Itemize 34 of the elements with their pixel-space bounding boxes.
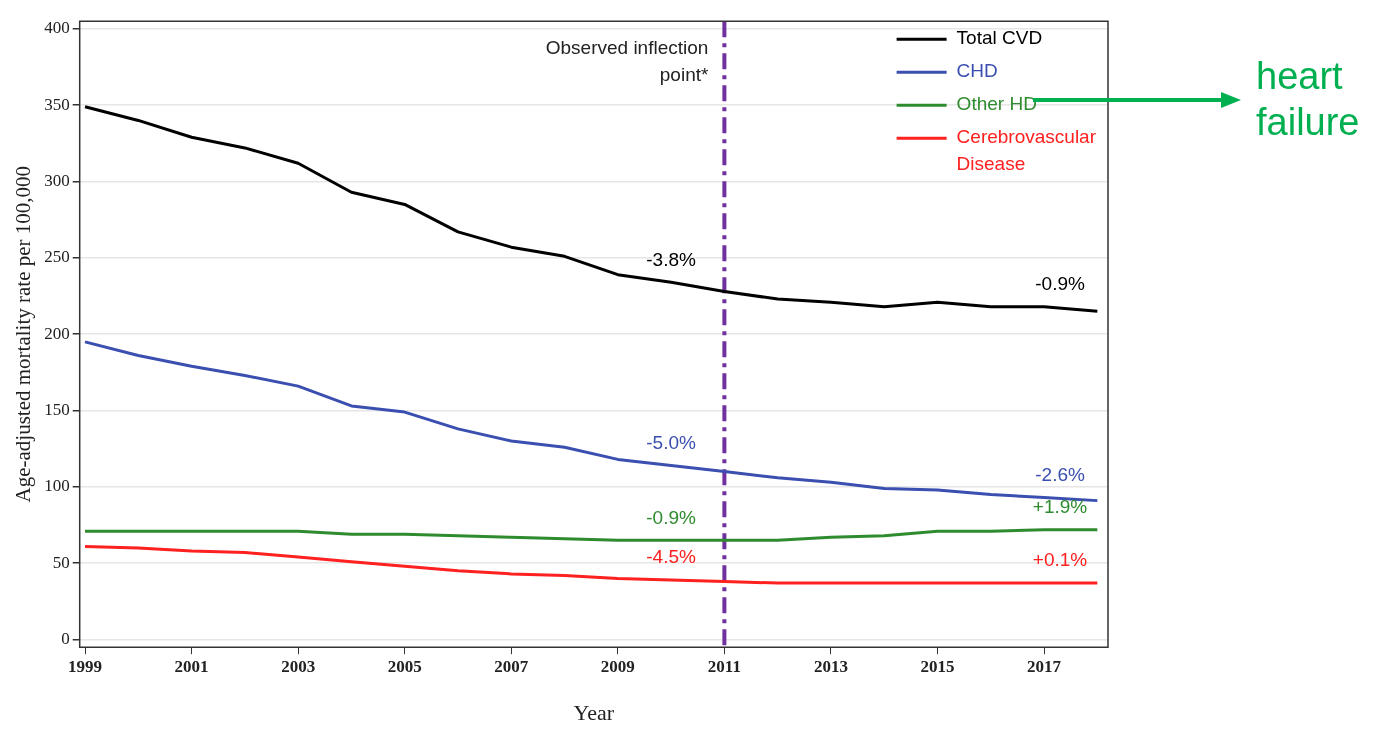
text: heart failure — [1256, 54, 1361, 145]
annotation: -0.9% — [646, 506, 697, 528]
annotation: -4.5% — [646, 546, 697, 568]
y-tick-label: 300 — [44, 170, 70, 190]
legend-label: Total CVD — [956, 27, 1043, 49]
x-tick-label: 2015 — [920, 656, 955, 676]
x-tick-label: 2005 — [387, 656, 422, 676]
annotation: -5.0% — [646, 431, 697, 453]
x-tick-label: 2017 — [1027, 656, 1062, 676]
x-tick-label: 2003 — [281, 656, 316, 676]
x-tick-label: 2009 — [600, 656, 635, 676]
x-tick-label: 2013 — [813, 656, 848, 676]
y-tick-label: 250 — [44, 247, 70, 267]
annotation: -2.6% — [1035, 463, 1085, 485]
annotation: +1.9% — [1032, 495, 1088, 517]
x-tick-label: 2001 — [174, 656, 209, 676]
x-tick-label: 2011 — [707, 656, 741, 676]
y-tick-label: 150 — [44, 400, 70, 420]
x-tick-label: 2007 — [494, 656, 529, 676]
y-tick-label: 350 — [44, 94, 70, 114]
y-tick-label: 200 — [44, 323, 70, 343]
y-tick-label: 50 — [52, 552, 70, 572]
annotation: -3.8% — [646, 248, 697, 270]
x-axis-title: Year — [573, 699, 615, 725]
legend-label: Cerebrovascular Disease — [956, 126, 1097, 175]
y-axis-title: Age-adjusted mortality rate per 100,000 — [11, 165, 36, 503]
x-tick-label: 1999 — [68, 656, 103, 676]
y-tick-label: 100 — [44, 476, 70, 496]
annotation: -0.9% — [1035, 272, 1085, 294]
y-tick-label: 0 — [61, 629, 70, 649]
y-tick-label: 400 — [44, 18, 70, 38]
annotation: +0.1% — [1032, 549, 1088, 571]
ref-line-label: Observed inflection point* — [545, 37, 709, 86]
legend-label: CHD — [956, 60, 998, 82]
